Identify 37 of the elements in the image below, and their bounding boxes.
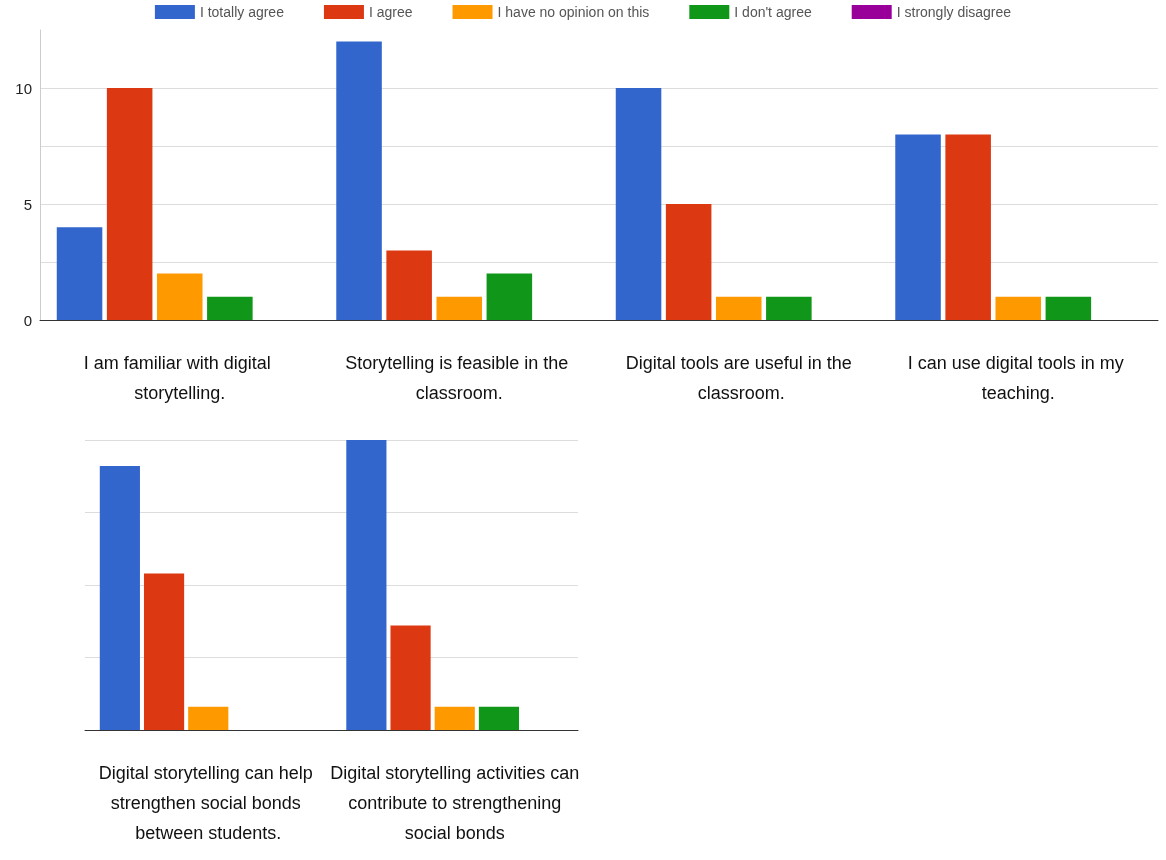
legend-label: I have no opinion on this <box>497 4 650 20</box>
bar <box>486 273 533 320</box>
legend-label: I don't agree <box>734 4 812 20</box>
legend-label: I totally agree <box>199 4 285 20</box>
bar <box>615 88 662 320</box>
bar <box>478 706 520 730</box>
legend-label: I strongly disagree <box>896 4 1012 20</box>
bar <box>766 296 812 320</box>
bar <box>207 296 253 320</box>
bar <box>434 706 475 730</box>
bar <box>106 88 153 320</box>
bar <box>386 250 432 320</box>
x-tick-label: Digital tools are useful in the classroom. <box>625 353 852 403</box>
bar <box>346 440 387 730</box>
bar <box>1045 296 1092 320</box>
x-tick-label: I am familiar with digital storytelling. <box>83 353 276 403</box>
bar <box>715 296 762 320</box>
y-tick-label: 10 <box>15 79 32 97</box>
bar <box>895 134 941 320</box>
y-tick-label: 0 <box>23 311 32 329</box>
bar <box>945 134 991 320</box>
bar <box>143 573 185 730</box>
legend-label: I agree <box>368 4 413 20</box>
x-tick-label: Storytelling is feasible in the classroom. <box>345 353 574 403</box>
y-tick-label: 5 <box>23 195 32 213</box>
x-tick-label: Digital storytelling can help strengthen social bonds between students. <box>98 763 318 843</box>
bar <box>188 706 229 730</box>
x-tick-label: I can use digital tools in my teaching. <box>907 353 1129 403</box>
x-tick-label: Digital storytelling activities can contribute to strengthening social bonds <box>330 763 580 843</box>
bar <box>436 296 483 320</box>
bar <box>56 227 103 320</box>
bar <box>99 466 140 730</box>
bar <box>156 273 203 320</box>
bar <box>336 41 382 320</box>
bar <box>665 204 712 320</box>
bar <box>390 625 431 730</box>
bar <box>995 296 1042 320</box>
